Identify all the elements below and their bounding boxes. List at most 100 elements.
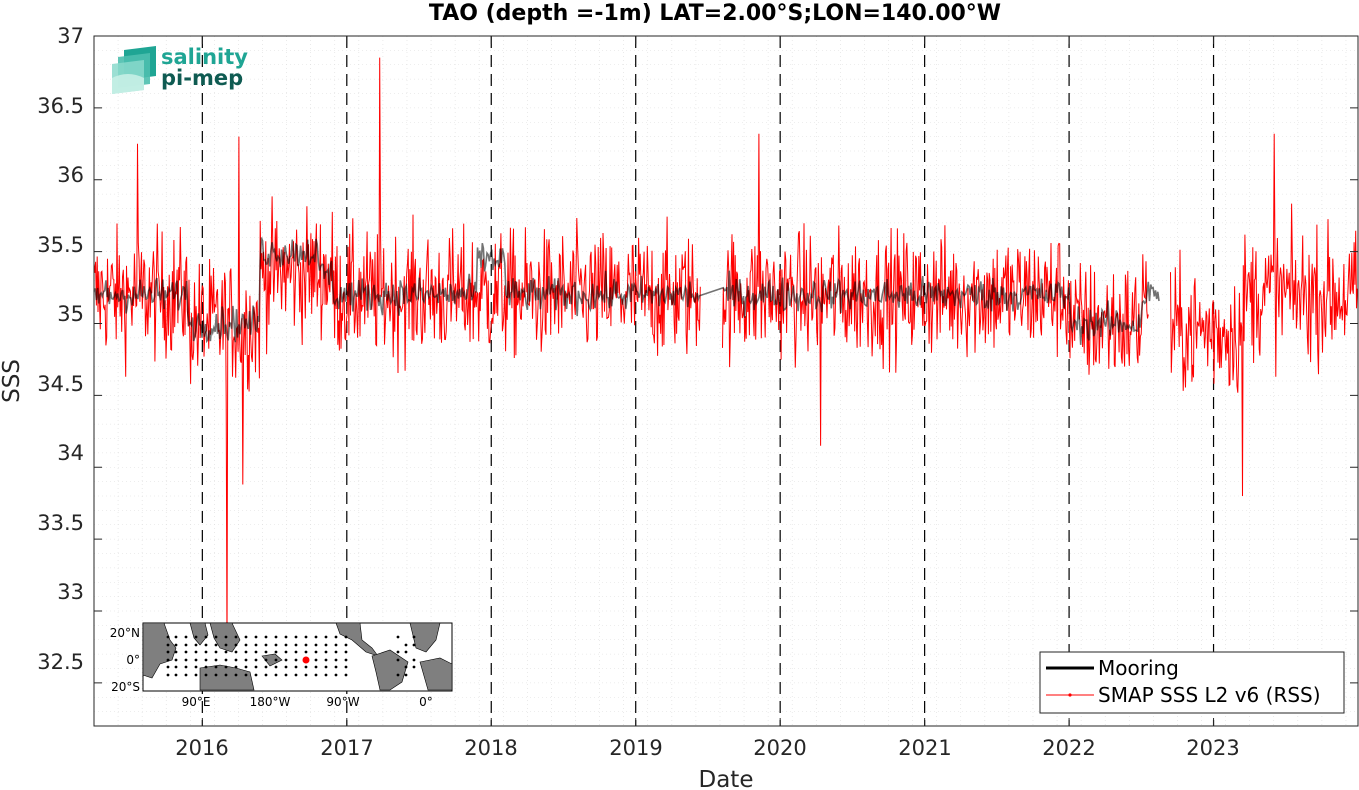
map-mooring-dot (294, 658, 298, 662)
map-mooring-dot (334, 658, 338, 662)
map-mooring-dot (314, 673, 318, 677)
map-mooring-dot (284, 673, 288, 677)
map-mooring-dot (184, 658, 188, 662)
map-mooring-dot (264, 665, 268, 669)
map-lon-tick: 90°E (182, 695, 211, 709)
map-mooring-dot (284, 650, 288, 654)
map-lon-tick: 0° (419, 695, 433, 709)
map-mooring-dot (224, 643, 228, 647)
map-mooring-dot (324, 658, 328, 662)
y-tick-label: 33.5 (37, 511, 84, 535)
smap-line-segment (722, 133, 1149, 446)
map-mooring-dot (274, 650, 278, 654)
map-mooring-dot (224, 673, 228, 677)
y-tick-label: 35 (57, 302, 84, 326)
map-mooring-dot (204, 635, 208, 639)
y-tick-label: 34.5 (37, 372, 84, 396)
map-mooring-dot (304, 665, 308, 669)
map-mooring-dot (314, 665, 318, 669)
map-mooring-dot (264, 673, 268, 677)
map-mooring-dot (214, 635, 218, 639)
chart-title: TAO (depth =-1m) LAT=2.00°S;LON=140.00°W (429, 1, 1001, 26)
map-mooring-dot (404, 643, 408, 647)
map-mooring-dot (254, 658, 258, 662)
map-mooring-dot (294, 673, 298, 677)
map-mooring-dot (214, 673, 218, 677)
legend-marker-smap (1068, 693, 1072, 697)
map-mooring-dot (294, 643, 298, 647)
x-tick-marks (201, 36, 1215, 726)
map-mooring-dot (334, 650, 338, 654)
map-mooring-dot (184, 643, 188, 647)
map-mooring-dot (412, 643, 416, 647)
map-mooring-dot (166, 658, 170, 662)
map-mooring-dot (314, 650, 318, 654)
map-lon-tick: 180°W (250, 695, 291, 709)
legend-box (1039, 651, 1345, 714)
map-mooring-dot (412, 658, 416, 662)
map-mooring-dot (294, 665, 298, 669)
x-tick-label: 2019 (609, 736, 662, 760)
pi-mep-logo: salinity pi-mep (112, 45, 248, 94)
map-mooring-dot (294, 650, 298, 654)
map-mooring-dot (274, 643, 278, 647)
x-tick-label: 2022 (1042, 736, 1095, 760)
selected-mooring-marker (302, 656, 310, 664)
map-mooring-dot (194, 635, 198, 639)
y-tick-label: 37 (57, 24, 84, 48)
map-mooring-dot (166, 673, 170, 677)
map-mooring-dot (224, 658, 228, 662)
map-mooring-dot (324, 665, 328, 669)
map-mooring-dot (194, 650, 198, 654)
map-mooring-dot (294, 635, 298, 639)
map-mooring-dot (264, 658, 268, 662)
map-mooring-dot (314, 643, 318, 647)
map-mooring-dot (166, 665, 170, 669)
y-tick-marks (94, 35, 1358, 684)
map-mooring-dot (412, 665, 416, 669)
map-mooring-dot (184, 665, 188, 669)
map-mooring-dot (194, 643, 198, 647)
x-tick-label: 2017 (320, 736, 373, 760)
x-axis-label: Date (699, 767, 754, 790)
map-mooring-dot (204, 658, 208, 662)
map-mooring-dot (344, 650, 348, 654)
legend-label-smap: SMAP SSS L2 v6 (RSS) (1098, 683, 1321, 707)
map-mooring-dot (314, 635, 318, 639)
map-mooring-dot (274, 665, 278, 669)
map-mooring-dot (234, 673, 238, 677)
y-tick-label: 36.5 (37, 94, 84, 118)
map-mooring-dot (214, 650, 218, 654)
map-lat-tick: 20°S (111, 680, 140, 694)
map-mooring-dot (194, 673, 198, 677)
map-mooring-dot (324, 643, 328, 647)
map-mooring-dot (234, 643, 238, 647)
y-tick-label: 34 (57, 441, 84, 465)
map-mooring-dot (404, 650, 408, 654)
map-mooring-dot (224, 650, 228, 654)
mooring-line (93, 237, 1160, 345)
map-mooring-dot (194, 658, 198, 662)
map-mooring-dot (304, 650, 308, 654)
inset-location-map: 20°N 0° 20°S 90°E 180°W 90°W 0° (110, 622, 453, 709)
map-mooring-dot (396, 673, 400, 677)
map-mooring-dot (412, 635, 416, 639)
map-mooring-dot (264, 650, 268, 654)
map-mooring-dot (304, 635, 308, 639)
map-mooring-dot (396, 635, 400, 639)
map-mooring-dot (344, 643, 348, 647)
map-mooring-dot (184, 650, 188, 654)
map-mooring-dot (204, 673, 208, 677)
logo-text-pi-mep: pi-mep (161, 66, 243, 90)
map-mooring-dot (174, 673, 178, 677)
grid-lines (93, 35, 1358, 727)
map-mooring-dot (214, 658, 218, 662)
map-mooring-dot (404, 673, 408, 677)
map-mooring-dot (284, 658, 288, 662)
map-mooring-dot (234, 635, 238, 639)
x-tick-label: 2020 (753, 736, 806, 760)
map-lat-tick: 20°N (110, 626, 140, 640)
map-mooring-dot (166, 635, 170, 639)
map-mooring-dot (344, 673, 348, 677)
x-tick-label: 2021 (898, 736, 951, 760)
